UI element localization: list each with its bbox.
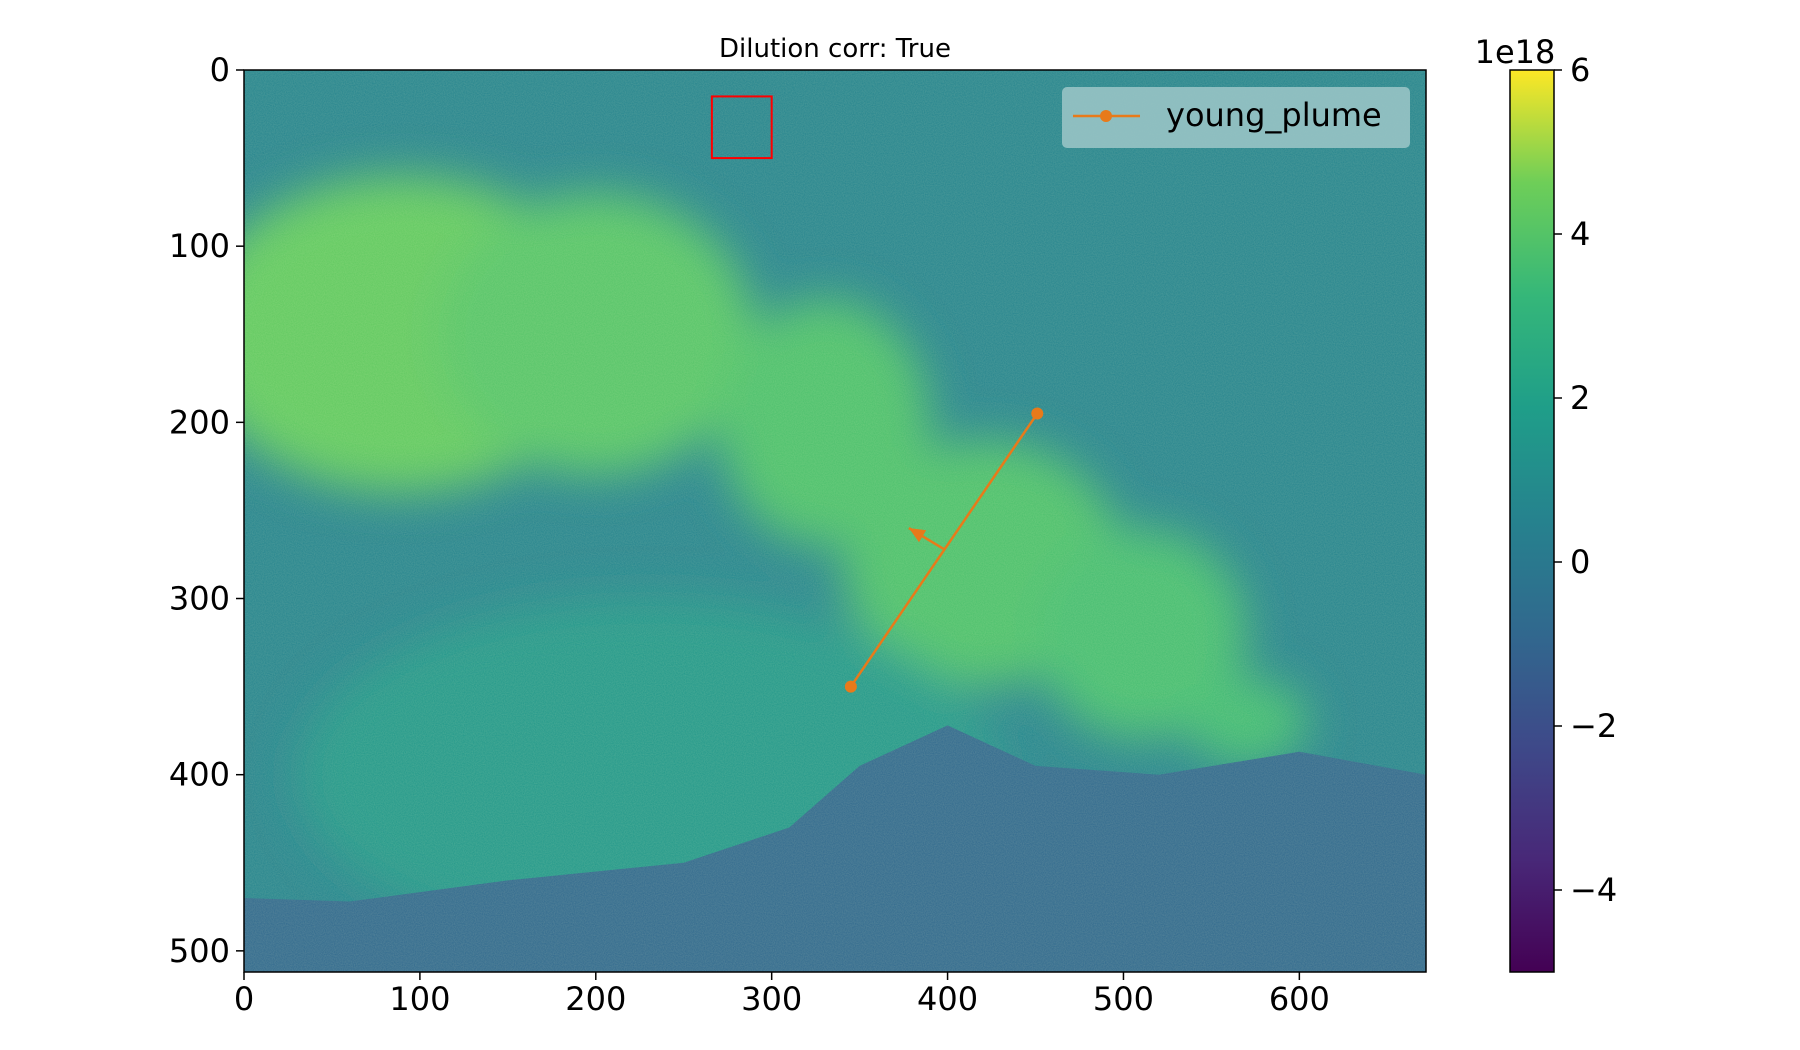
legend: young_plume: [1062, 87, 1410, 148]
series-point: [844, 680, 857, 693]
series-layer: [844, 407, 1044, 693]
colorbar-tick-label: 0: [1570, 543, 1590, 581]
colorbar-bar: [1509, 69, 1555, 973]
y-tick-label: 200: [169, 403, 230, 441]
legend-box: [1062, 87, 1410, 148]
legend-label: young_plume: [1166, 96, 1382, 134]
x-tick-label: 600: [1269, 980, 1330, 1018]
y-tick-label: 100: [169, 227, 230, 265]
y-tick-label: 0: [210, 51, 230, 89]
colorbar-tick-label: −4: [1570, 871, 1617, 909]
x-tick-label: 200: [565, 980, 626, 1018]
y-tick-label: 500: [169, 932, 230, 970]
roi-box: [710, 95, 773, 160]
colorbar-ticks: −4 −2 0 2 4 6: [1554, 51, 1617, 909]
x-axis: 0 100 200 300 400 500 600: [234, 972, 1330, 1018]
noise-texture: [244, 70, 1426, 972]
x-tick-label: 300: [741, 980, 802, 1018]
legend-marker: [1100, 110, 1112, 122]
colorbar-tick-label: 4: [1570, 215, 1590, 253]
normal-arrow-head: [908, 528, 927, 543]
colorbar-tick-label: −2: [1570, 707, 1617, 745]
plot-frame: [243, 69, 1427, 973]
heatmap-image: [244, 70, 1426, 972]
chart-title: Dilution corr: True: [719, 34, 951, 64]
colorbar-tick-label: 2: [1570, 379, 1590, 417]
series-line: [849, 412, 1039, 688]
colorbar-scale-label: 1e18: [1475, 33, 1556, 71]
colorbar-tick-label: 6: [1570, 51, 1590, 89]
y-axis: 0 100 200 300 400 500: [169, 51, 244, 970]
x-tick-label: 0: [234, 980, 254, 1018]
series-point: [1031, 407, 1044, 420]
y-tick-label: 400: [169, 756, 230, 794]
x-tick-label: 400: [917, 980, 978, 1018]
colorbar: −4 −2 0 2 4 6 1e18: [1475, 33, 1617, 973]
x-tick-label: 100: [389, 980, 450, 1018]
x-tick-label: 500: [1093, 980, 1154, 1018]
y-tick-label: 300: [169, 580, 230, 618]
